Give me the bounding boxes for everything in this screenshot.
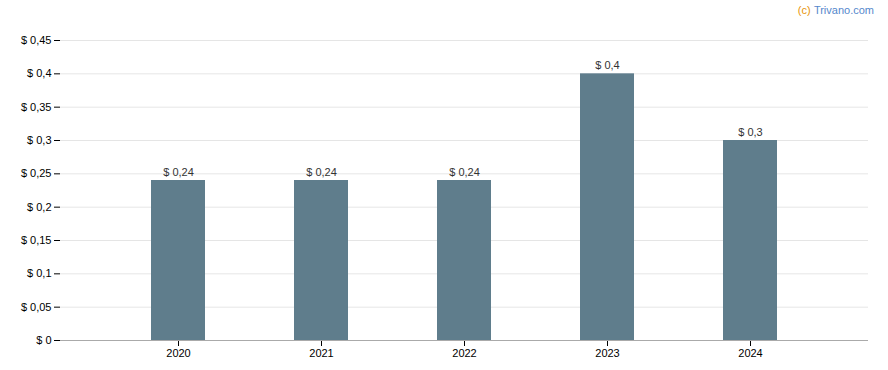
svg-text:$ 0,4: $ 0,4: [27, 67, 51, 79]
svg-text:2020: 2020: [166, 347, 190, 359]
svg-text:$ 0: $ 0: [36, 334, 51, 346]
svg-text:$ 0,05: $ 0,05: [21, 301, 52, 313]
html-text:(c) Trivano.com: (c) Trivano.com: [797, 4, 874, 16]
svg-text:$ 0,25: $ 0,25: [21, 167, 52, 179]
svg-text:2024: 2024: [738, 347, 762, 359]
svg-text:2022: 2022: [452, 347, 476, 359]
svg-text:$ 0,35: $ 0,35: [21, 101, 52, 113]
svg-text:$ 0,2: $ 0,2: [27, 201, 51, 213]
svg-text:$ 0,3: $ 0,3: [27, 134, 51, 146]
svg-text:$ 0,15: $ 0,15: [21, 234, 52, 246]
svg-text:$ 0,45: $ 0,45: [21, 34, 52, 46]
svg-text:$ 0,24: $ 0,24: [306, 166, 337, 178]
svg-text:$ 0,24: $ 0,24: [449, 166, 480, 178]
svg-text:$ 0,1: $ 0,1: [27, 267, 51, 279]
svg-text:$ 0,3: $ 0,3: [738, 126, 762, 138]
svg-text:$ 0,4: $ 0,4: [595, 59, 619, 71]
svg-text:$ 0,24: $ 0,24: [163, 166, 194, 178]
svg-text:2023: 2023: [595, 347, 619, 359]
svg-text:2021: 2021: [309, 347, 333, 359]
